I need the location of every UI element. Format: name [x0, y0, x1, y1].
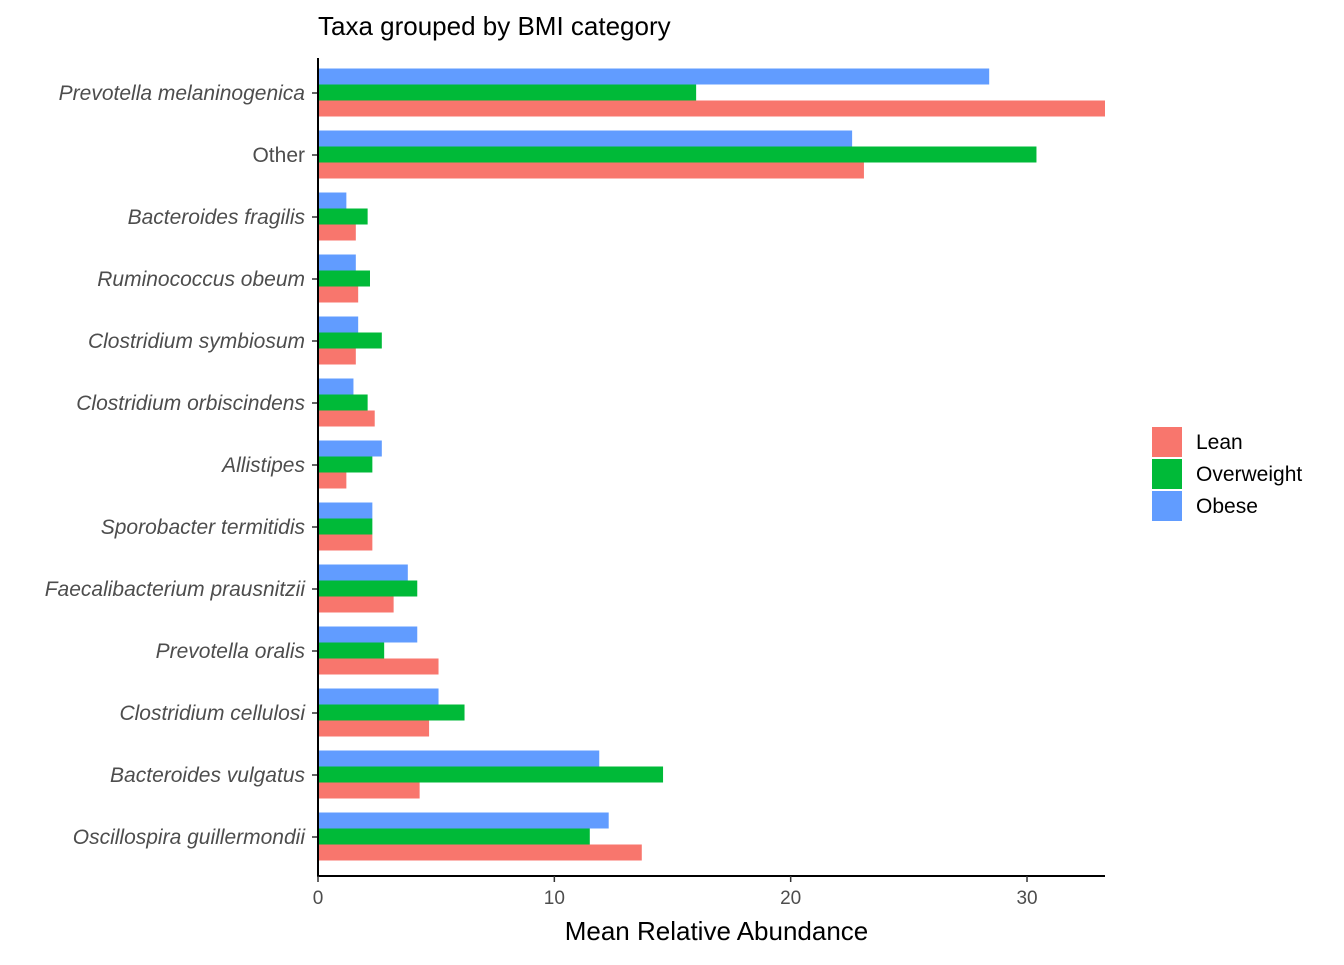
legend-label-obese: Obese: [1196, 495, 1258, 518]
bar-overweight-7: [318, 456, 373, 473]
bar-overweight-4: [318, 270, 370, 287]
bar-overweight-2: [318, 146, 1037, 163]
bar-lean-9: [318, 596, 394, 613]
category-label: Bacteroides fragilis: [128, 206, 306, 229]
bar-overweight-6: [318, 394, 368, 411]
bar-obese-6: [318, 378, 354, 395]
category-label: Clostridium cellulosi: [119, 702, 306, 725]
category-label: Ruminococcus obeum: [97, 268, 305, 291]
bar-obese-13: [318, 812, 609, 829]
x-tick-label: 0: [313, 888, 324, 909]
x-tick-labels: 0 10 20 30: [313, 888, 1038, 909]
bar-lean-2: [318, 162, 864, 179]
x-axis-title: Mean Relative Abundance: [565, 916, 869, 946]
legend-key-obese: [1152, 491, 1182, 521]
bar-lean-5: [318, 348, 356, 365]
category-label: Prevotella melaninogenica: [59, 82, 305, 105]
bar-obese-5: [318, 316, 359, 333]
legend-label-lean: Lean: [1196, 431, 1243, 454]
bars-layer: [318, 68, 1105, 861]
legend-label-overweight: Overweight: [1196, 463, 1302, 486]
category-label: Other: [252, 144, 305, 167]
bar-lean-6: [318, 410, 375, 427]
bar-obese-3: [318, 192, 347, 209]
category-labels: Prevotella melaninogenica Other Bacteroide…: [45, 82, 307, 849]
category-label: Oscillospira guillermondii: [73, 826, 307, 849]
bar-overweight-13: [318, 828, 590, 845]
bar-lean-1: [318, 100, 1105, 117]
bar-overweight-11: [318, 704, 465, 721]
bar-obese-11: [318, 688, 439, 705]
category-label: Allistipes: [220, 454, 305, 477]
legend-key-lean: [1152, 427, 1182, 457]
bar-obese-2: [318, 130, 853, 147]
category-label: Sporobacter termitidis: [101, 516, 306, 539]
x-tick-label: 10: [544, 888, 565, 909]
category-label: Clostridium orbiscindens: [76, 392, 305, 415]
legend: Lean Overweight Obese: [1152, 427, 1302, 521]
category-label: Bacteroides vulgatus: [110, 764, 305, 787]
legend-key-overweight: [1152, 459, 1182, 489]
bar-overweight-10: [318, 642, 385, 659]
axes-layer: [312, 58, 1105, 882]
bar-obese-12: [318, 750, 600, 767]
bar-obese-10: [318, 626, 418, 643]
x-tick-label: 20: [780, 888, 801, 909]
bar-overweight-8: [318, 518, 373, 535]
chart-title: Taxa grouped by BMI category: [318, 11, 671, 41]
bar-lean-10: [318, 658, 439, 675]
bar-overweight-1: [318, 84, 697, 101]
category-label: Prevotella oralis: [156, 640, 306, 663]
category-label: Clostridium symbiosum: [88, 330, 305, 353]
x-tick-label: 30: [1016, 888, 1037, 909]
bar-obese-1: [318, 68, 990, 85]
bar-lean-11: [318, 720, 430, 737]
bar-obese-9: [318, 564, 408, 581]
bar-lean-3: [318, 224, 356, 241]
bar-overweight-12: [318, 766, 664, 783]
bar-lean-13: [318, 844, 642, 861]
bar-lean-7: [318, 472, 347, 489]
bar-obese-8: [318, 502, 373, 519]
bar-overweight-3: [318, 208, 368, 225]
bar-lean-4: [318, 286, 359, 303]
bar-lean-8: [318, 534, 373, 551]
bar-overweight-5: [318, 332, 382, 349]
bar-lean-12: [318, 782, 420, 799]
bar-obese-4: [318, 254, 356, 271]
category-label: Faecalibacterium prausnitzii: [45, 578, 307, 601]
bar-overweight-9: [318, 580, 418, 597]
bar-obese-7: [318, 440, 382, 457]
